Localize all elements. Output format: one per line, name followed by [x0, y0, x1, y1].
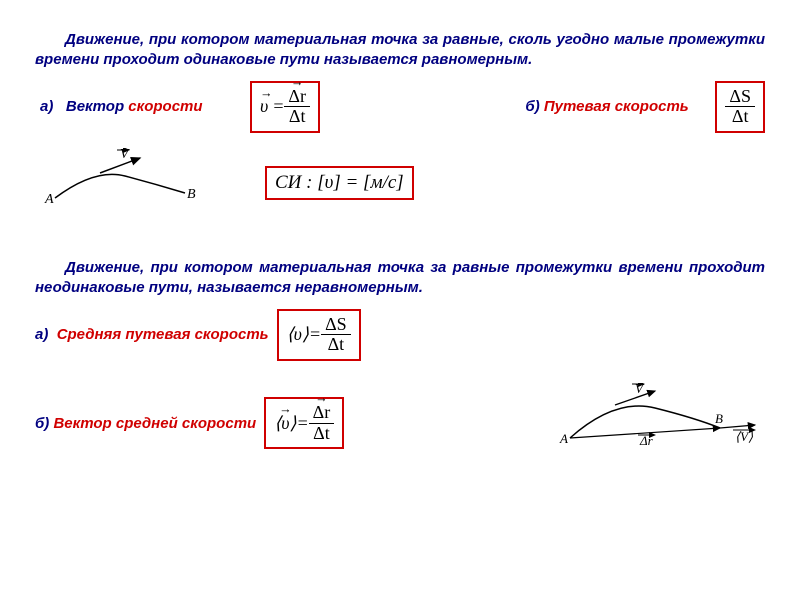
prefix-a2: а) — [35, 326, 48, 343]
term-path-velocity: Путевая скорость — [544, 98, 689, 115]
diagram-trajectory-1: A B V — [35, 148, 205, 218]
prefix-a: а) — [40, 98, 53, 115]
num-ds2: ΔS — [321, 315, 351, 336]
row-avg-vec: б) Вектор средней скорости ⟨υ⟩= Δr Δt A … — [35, 383, 765, 463]
num-dr2: Δr — [313, 403, 331, 423]
label-path-velocity: б) Путевая скорость — [525, 98, 705, 115]
den-dt4: Δt — [309, 424, 334, 444]
row-avg-path: а) Средняя путевая скорость ⟨υ⟩= ΔS Δt — [35, 309, 765, 362]
formula-path-velocity: ΔS Δt — [715, 81, 765, 134]
fraction-avg-vec: Δr Δt — [309, 403, 335, 444]
label-vector-velocity: а) Вектор скорости — [35, 98, 240, 115]
term-avg-path: Средняя путевая скорость — [57, 326, 269, 343]
diagram-trajectory-2: A B V Δr ⟨V⟩ — [555, 383, 765, 463]
prefix-b2: б) — [35, 415, 49, 432]
den-dt2: Δt — [728, 107, 753, 127]
formula-vector-velocity: υ= Δr Δt — [250, 81, 320, 134]
text-vector: Вектор — [66, 98, 128, 115]
row-diagram-si: A B V СИ : [υ] = [м/с] — [35, 148, 765, 218]
definition-uniform: Движение, при котором материальная точка… — [35, 30, 765, 71]
formula-si-units: СИ : [υ] = [м/с] — [265, 166, 414, 200]
definition-nonuniform: Движение, при котором материальная точка… — [35, 258, 765, 299]
term-avg-vec: Вектор средней скорости — [53, 415, 256, 432]
label-avg-path: а) Средняя путевая скорость — [35, 326, 269, 343]
den-dt3: Δt — [324, 335, 349, 355]
svg-text:⟨V⟩: ⟨V⟩ — [735, 429, 753, 444]
formula-avg-path: ⟨υ⟩= ΔS Δt — [277, 309, 361, 362]
term-velocity: скорости — [128, 98, 202, 115]
formula-avg-vec: ⟨υ⟩= Δr Δt — [264, 397, 344, 450]
sym-avg-v-vec: ⟨υ⟩ — [274, 413, 296, 434]
row-velocity-types: а) Вектор скорости υ= Δr Δt б) Путевая с… — [35, 81, 765, 134]
num-dr: Δr — [288, 87, 306, 107]
svg-text:V: V — [635, 383, 645, 396]
svg-text:B: B — [715, 411, 723, 426]
sym-avg-v: ⟨υ⟩ — [287, 324, 309, 345]
prefix-b: б) — [525, 98, 539, 115]
label-avg-vec: б) Вектор средней скорости — [35, 415, 256, 432]
svg-text:A: A — [559, 431, 568, 446]
symbol-v-vec: υ — [260, 96, 268, 117]
fraction-ds-dt: ΔS Δt — [725, 87, 755, 128]
svg-text:B: B — [187, 187, 196, 202]
fraction-dr-dt: Δr Δt — [284, 87, 310, 128]
svg-text:A: A — [44, 192, 54, 207]
den-dt: Δt — [285, 107, 310, 127]
fraction-avg-path: ΔS Δt — [321, 315, 351, 356]
num-ds: ΔS — [725, 87, 755, 108]
